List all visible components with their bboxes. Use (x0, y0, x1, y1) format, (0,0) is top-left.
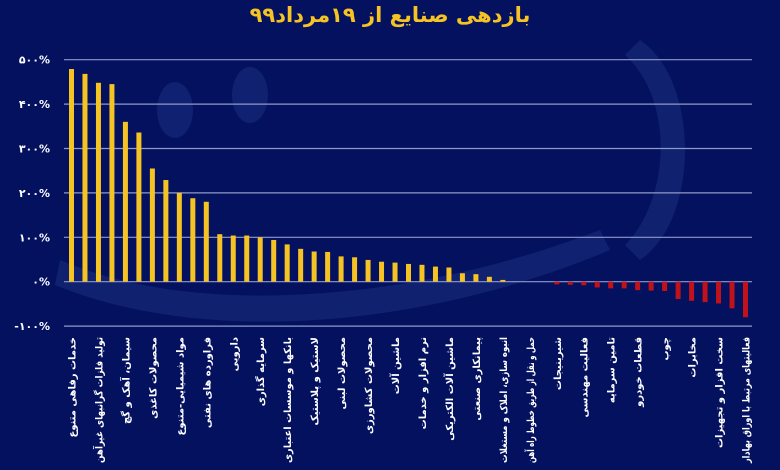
bar (311, 251, 317, 282)
x-tick-label: بانکها و موسسات اعتباری (283, 337, 294, 463)
bar (230, 235, 236, 282)
bar (244, 235, 250, 282)
x-tick-label: خدمات رفاهی متنوع (68, 337, 79, 438)
x-tick-label: قطعات خودرو (634, 337, 645, 408)
x-tick-label: محصولات لبنی (337, 337, 348, 410)
bar (109, 84, 115, 282)
x-tick-label: فعالیتهای مرتبط با اوراق بهادار (742, 337, 753, 464)
x-tick-label: ماشین آلات (389, 337, 402, 394)
x-tick-label: لاستیک و پلاستیک (310, 337, 321, 425)
bar (621, 281, 627, 289)
bar (419, 264, 425, 282)
bar (352, 257, 358, 282)
bar (567, 281, 573, 285)
bar (729, 281, 735, 309)
bar (406, 263, 411, 282)
bar (581, 281, 587, 286)
bar (257, 237, 263, 282)
bar (217, 234, 223, 282)
x-tick-label: مخابرات (688, 337, 699, 378)
y-tick-label: ۲۰۰% (19, 187, 50, 200)
bar (459, 273, 465, 282)
bar (608, 281, 614, 289)
bar (675, 281, 681, 300)
bar (432, 266, 438, 282)
bar (392, 262, 398, 282)
bar (176, 192, 182, 282)
bar (702, 281, 708, 303)
bar (136, 132, 142, 282)
bar (743, 281, 748, 318)
chart-title: بازدهی صنایع از ۱۹مرداد۹۹ (249, 3, 531, 27)
y-tick-label: ۴۰۰% (19, 98, 50, 111)
bar (716, 281, 722, 304)
bar (365, 259, 371, 282)
x-tick-label: مواد شیمیایی-متنوع (175, 337, 186, 435)
x-tick-label: فراورده های نفتی (202, 337, 213, 428)
x-tick-label: دارویی (229, 337, 240, 371)
bar (473, 274, 479, 282)
bar (662, 281, 668, 292)
x-tick-label: پیمانکاری صنعتی (472, 337, 483, 421)
bar (594, 281, 600, 288)
bar (500, 279, 506, 282)
bar (190, 198, 196, 282)
bar (554, 281, 560, 285)
x-tick-label: فعالیت مهندسی (580, 337, 591, 417)
bar (163, 180, 169, 282)
x-tick-label: سیمان، آهک و گچ (119, 337, 132, 424)
bar (203, 201, 209, 282)
x-tick-label: محصولات کشاورزی (364, 337, 375, 434)
bar (689, 281, 695, 301)
bar (648, 281, 654, 291)
x-tick-label: محصولات کاغذی (148, 337, 159, 419)
bar (486, 276, 492, 282)
y-tick-label: ۳۰۰% (19, 143, 50, 156)
x-tick-label: تولید فلزات گرانبهای غیرآهن (92, 337, 105, 463)
x-tick-label: حمل و نقل از طریق خطوط راه آهن (524, 337, 537, 463)
x-tick-label: انبوه سازی، املاک و مستغلات (499, 337, 510, 463)
bar (325, 251, 331, 282)
y-tick-label: -۱۰۰% (14, 320, 50, 333)
bar (298, 248, 304, 282)
x-tick-label: سرمایه گذاری (254, 337, 267, 406)
x-tick-label: چوب (661, 337, 672, 361)
x-tick-label: ماشین آلات الکتریکی (443, 337, 456, 441)
x-tick-label: تامین سرمایه (607, 337, 618, 403)
bar (95, 82, 101, 282)
bar (446, 267, 452, 282)
x-tick-label: سخت افزار و تجهیزات (715, 337, 726, 448)
y-tick-label: ۱۰۰% (19, 231, 50, 244)
bar (379, 261, 385, 282)
bar (635, 281, 641, 291)
y-tick-label: ۵۰۰% (19, 54, 50, 67)
bar (122, 121, 128, 282)
y-tick-label: ۰% (32, 276, 50, 289)
bar (69, 69, 74, 282)
bar (271, 239, 277, 282)
x-tick-label: شیرینیجات (553, 337, 564, 390)
bar (82, 73, 88, 282)
x-tick-label: نرم افزار و خدمات (418, 337, 429, 429)
watermark-logo (55, 40, 685, 322)
bar (149, 168, 155, 282)
bar (338, 256, 344, 282)
bar (284, 244, 290, 282)
